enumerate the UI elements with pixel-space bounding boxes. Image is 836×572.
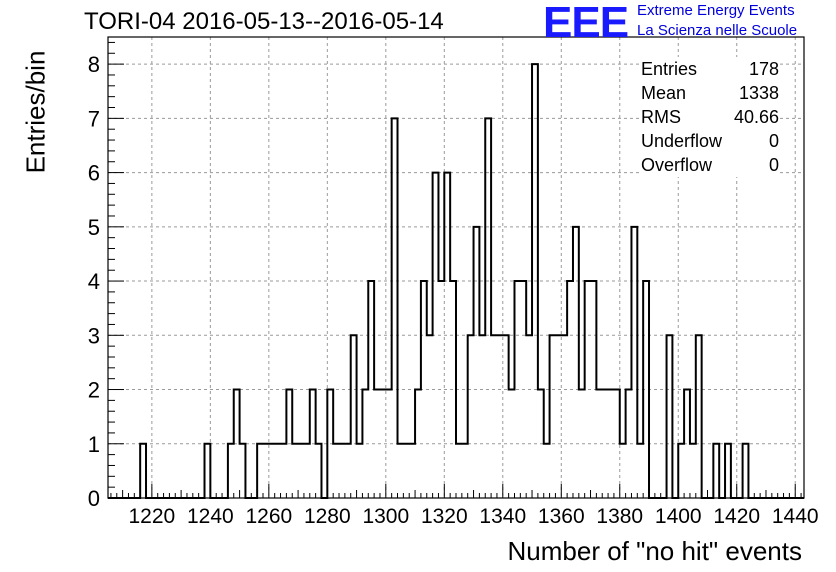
x-tick-label: 1260 <box>245 505 292 528</box>
y-tick-label: 7 <box>88 106 100 131</box>
eee-logo-mark: EEE <box>543 0 629 47</box>
eee-logo-line2: La Scienza nelle Scuole <box>637 22 798 39</box>
stat-label: Underflow <box>641 131 723 151</box>
stat-label: Mean <box>641 83 687 103</box>
y-tick-label: 5 <box>88 215 100 240</box>
stat-value: 178 <box>748 59 779 79</box>
stat-label: RMS <box>641 107 681 127</box>
y-tick-label: 3 <box>88 323 100 348</box>
stat-value: 0 <box>768 155 779 175</box>
x-tick-label: 1440 <box>772 505 819 528</box>
x-tick-label: 1300 <box>362 505 409 528</box>
x-tick-label: 1320 <box>421 505 468 528</box>
axes: 1220 1240 1260 1280 1300 1320 1340 1360 1380 1400… <box>88 36 819 528</box>
x-tick-label: 1420 <box>713 505 760 528</box>
x-axis-label: Number of "no hit" events <box>507 536 803 566</box>
stat-row-entries: Entries 178 <box>641 57 779 81</box>
y-axis-label: Entries/bin <box>20 50 51 174</box>
y-tick-label: 1 <box>88 432 100 457</box>
stats-box: Entries 178 Mean 1338 RMS 40.66 Underflo… <box>641 57 779 177</box>
stat-row-rms: RMS 40.66 <box>641 105 779 129</box>
y-tick-label: 2 <box>88 378 100 403</box>
x-tick-label: 1280 <box>304 505 351 528</box>
eee-logo-line1: Extreme Energy Events <box>637 2 795 19</box>
x-tick-label: 1360 <box>538 505 585 528</box>
y-tick-label: 8 <box>88 52 100 77</box>
x-tick-label: 1340 <box>479 505 526 528</box>
stat-value: 40.66 <box>733 107 779 127</box>
x-tick-label: 1220 <box>129 505 176 528</box>
x-tick-label: 1240 <box>187 505 234 528</box>
y-tick-label: 0 <box>88 486 100 511</box>
stat-row-mean: Mean 1338 <box>641 81 779 105</box>
x-tick-label: 1380 <box>596 505 643 528</box>
stat-value: 1338 <box>738 83 779 103</box>
stat-row-underflow: Underflow 0 <box>641 129 779 153</box>
stat-row-overflow: Overflow 0 <box>641 153 779 177</box>
y-tick-label: 6 <box>88 161 100 186</box>
stat-value: 0 <box>768 131 779 151</box>
stat-label: Entries <box>641 59 698 79</box>
y-tick-label: 4 <box>88 269 100 294</box>
plot-title: TORI-04 2016-05-13--2016-05-14 <box>84 8 444 35</box>
x-tick-label: 1400 <box>655 505 702 528</box>
stat-label: Overflow <box>641 155 713 175</box>
